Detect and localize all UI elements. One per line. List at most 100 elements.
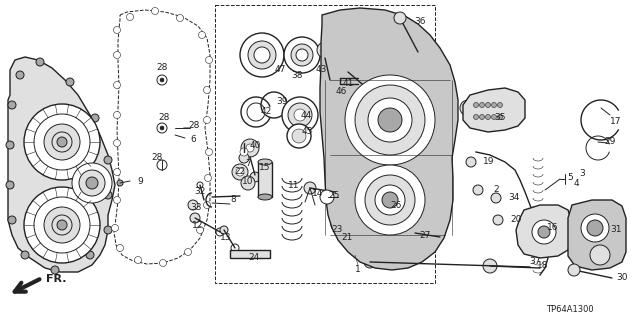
Circle shape [241,176,255,190]
Text: 40: 40 [250,140,260,150]
Circle shape [196,226,204,234]
Bar [215,5,435,283]
Circle shape [117,180,123,186]
Circle shape [24,104,100,180]
Circle shape [378,108,402,132]
Text: 4: 4 [573,179,579,188]
Text: 17: 17 [611,117,621,127]
Circle shape [460,100,476,116]
Circle shape [473,185,483,195]
Circle shape [304,182,316,194]
Text: 5: 5 [567,174,573,182]
Circle shape [8,216,16,224]
Circle shape [344,232,350,238]
Circle shape [284,37,320,73]
Text: 41: 41 [342,79,354,88]
Circle shape [296,49,308,61]
Text: 28: 28 [158,114,170,122]
Circle shape [220,226,228,234]
Circle shape [113,139,120,146]
Circle shape [204,202,211,209]
Text: 2: 2 [493,186,499,195]
Circle shape [113,51,120,58]
Circle shape [205,56,212,63]
Text: 32: 32 [195,188,205,197]
Circle shape [216,228,224,236]
Text: 23: 23 [332,225,342,234]
Bar [230,250,270,258]
Circle shape [282,97,318,133]
Circle shape [51,266,59,274]
Circle shape [250,172,260,182]
Text: FR.: FR. [46,274,67,284]
Text: 22: 22 [234,167,246,175]
Text: 1: 1 [355,265,361,275]
Ellipse shape [258,159,272,165]
Circle shape [113,26,120,33]
Circle shape [581,214,609,242]
Text: 29: 29 [604,137,616,146]
Polygon shape [516,205,572,258]
Circle shape [590,245,610,265]
Circle shape [239,153,249,163]
Circle shape [483,259,497,273]
Text: —: — [182,124,189,130]
Circle shape [486,115,490,120]
Circle shape [6,141,14,149]
Circle shape [321,46,329,54]
Circle shape [331,219,343,231]
Circle shape [86,251,94,259]
Text: 39: 39 [276,97,288,106]
Circle shape [538,226,550,238]
Text: 33: 33 [190,204,202,212]
Circle shape [72,163,112,203]
Text: 15: 15 [259,164,271,173]
Circle shape [486,102,490,108]
Text: 12: 12 [192,220,204,229]
Circle shape [240,33,284,77]
Circle shape [241,139,259,157]
Circle shape [288,103,312,127]
Circle shape [188,200,198,210]
Circle shape [399,203,409,213]
Circle shape [248,41,276,69]
Circle shape [91,114,99,122]
Circle shape [345,75,435,165]
Circle shape [104,156,112,164]
Text: 27: 27 [419,232,431,241]
Text: 30: 30 [616,272,628,281]
Circle shape [159,259,166,266]
Circle shape [352,75,364,87]
Text: 19: 19 [483,158,495,167]
Circle shape [320,190,334,204]
Polygon shape [320,8,458,270]
Text: 46: 46 [335,86,347,95]
Circle shape [66,78,74,86]
Text: 38: 38 [291,71,303,80]
Circle shape [190,213,200,223]
Bar [258,162,272,197]
Circle shape [497,115,502,120]
Circle shape [113,112,120,118]
Circle shape [492,115,497,120]
Text: 26: 26 [390,201,402,210]
Circle shape [152,8,159,14]
Text: 20: 20 [510,216,522,225]
Text: 7: 7 [245,159,251,167]
Circle shape [157,160,167,170]
Text: 11: 11 [288,182,300,190]
Text: 28: 28 [188,122,200,130]
Text: 6: 6 [190,135,196,144]
Text: 42: 42 [260,108,271,116]
Circle shape [325,77,335,87]
Circle shape [410,228,420,238]
Circle shape [587,220,603,236]
Text: 14: 14 [312,189,324,197]
Circle shape [474,102,479,108]
Circle shape [317,42,333,58]
Circle shape [36,58,44,66]
Text: 28: 28 [156,63,168,71]
Circle shape [407,203,417,213]
Circle shape [254,47,270,63]
Circle shape [532,220,556,244]
